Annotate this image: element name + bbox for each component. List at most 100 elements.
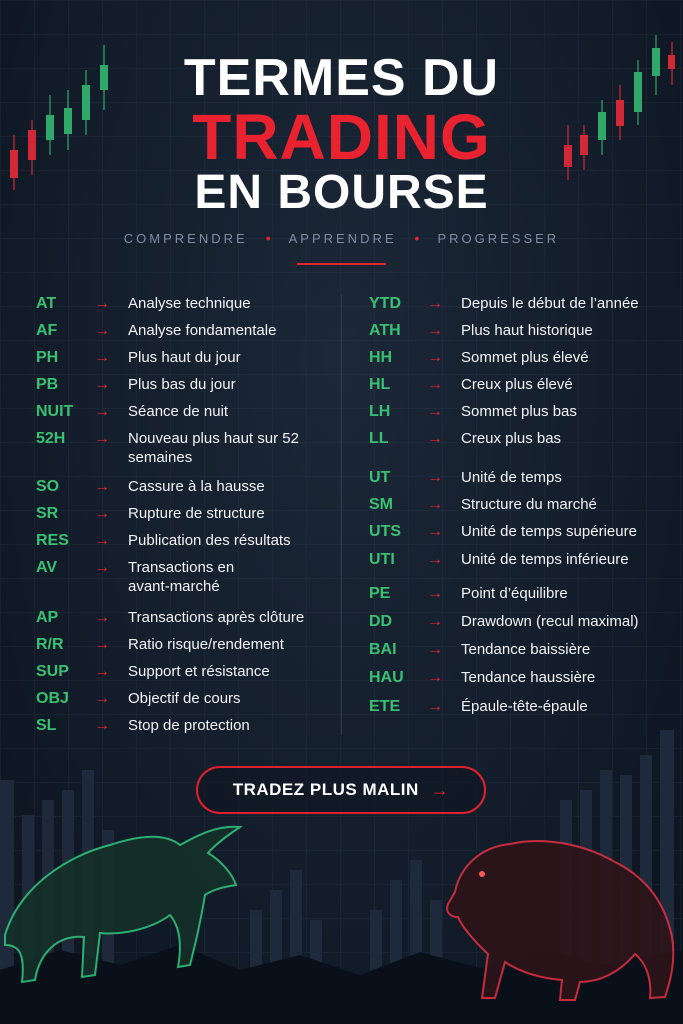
- arrow-right-icon: →: [94, 430, 110, 447]
- term-definition: Analyse technique: [128, 295, 251, 312]
- term-row: LL → Creux plus bas: [369, 429, 681, 448]
- term-abbr: BAI: [369, 641, 397, 658]
- term-definition: Transactions en avant-marché: [128, 559, 235, 595]
- term-abbr: PH: [36, 349, 59, 366]
- arrow-right-icon: →: [94, 717, 110, 734]
- term-row: UT → Unité de temps: [369, 468, 681, 487]
- arrow-right-icon: →: [427, 403, 443, 420]
- arrow-right-icon: →: [94, 478, 110, 495]
- tagline-item: PROGRESSER: [437, 230, 560, 246]
- arrow-right-icon: →: [94, 349, 110, 366]
- term-abbr: UTS: [369, 523, 401, 540]
- arrow-right-icon: →: [94, 690, 110, 707]
- term-row: HL → Creux plus élevé: [369, 375, 681, 394]
- term-abbr: SL: [36, 717, 57, 734]
- term-definition: Analyse fondamentale: [128, 322, 277, 339]
- term-definition: Séance de nuit: [128, 403, 229, 420]
- term-abbr: LH: [369, 403, 391, 420]
- arrow-right-icon: →: [427, 430, 443, 447]
- term-abbr: PE: [369, 585, 391, 602]
- term-definition: Structure du marché: [461, 496, 597, 513]
- term-abbr: UTI: [369, 551, 395, 568]
- term-definition: Unité de temps inférieure: [461, 551, 629, 568]
- term-row: LH → Sommet plus bas: [369, 402, 681, 421]
- term-definition: Objectif de cours: [128, 690, 241, 707]
- arrow-right-icon: →: [427, 585, 443, 602]
- term-row: BAI → Tendance baissière: [369, 640, 681, 659]
- term-row: UTI → Unité de temps inférieure: [369, 550, 681, 569]
- term-definition: Plus bas du jour: [128, 376, 236, 393]
- tagline-separator: •: [265, 230, 271, 246]
- term-abbr: PB: [36, 376, 59, 393]
- candlestick-chart-icon: [564, 35, 675, 180]
- arrow-right-icon: →: [427, 295, 443, 312]
- term-definition: Rupture de structure: [128, 505, 265, 522]
- term-row: SUP → Support et résistance: [36, 662, 338, 681]
- arrow-right-icon: →: [427, 641, 443, 658]
- term-row: DD → Drawdown (recul maximal): [369, 612, 681, 631]
- term-abbr: SUP: [36, 663, 69, 680]
- term-definition: Transactions après clôture: [128, 609, 305, 626]
- term-abbr: AF: [36, 322, 58, 339]
- term-definition: Stop de protection: [128, 717, 250, 734]
- term-abbr: AP: [36, 609, 59, 626]
- term-row: AF → Analyse fondamentale: [36, 321, 338, 340]
- tagline: COMPRENDRE • APPRENDRE • PROGRESSER: [0, 230, 683, 246]
- arrow-right-icon: →: [94, 532, 110, 549]
- term-definition: Creux plus bas: [461, 430, 562, 447]
- term-abbr: SM: [369, 496, 393, 513]
- bull-icon: [4, 825, 243, 984]
- tagline-item: APPRENDRE: [288, 230, 397, 246]
- term-abbr: AT: [36, 295, 57, 312]
- term-definition: Sommet plus bas: [461, 403, 577, 420]
- term-row: AT → Analyse technique: [36, 294, 338, 313]
- term-abbr: ETE: [369, 698, 401, 715]
- arrow-right-icon: →: [427, 669, 443, 686]
- title-line-2: TRADING: [192, 101, 491, 173]
- term-abbr: NUIT: [36, 403, 74, 420]
- arrow-right-icon: →: [427, 322, 443, 339]
- term-abbr: OBJ: [36, 690, 69, 707]
- cta-button[interactable]: TRADEZ PLUS MALIN →: [196, 766, 486, 814]
- term-definition: Ratio risque/rendement: [128, 636, 284, 653]
- term-abbr: 52H: [36, 430, 66, 447]
- title-line-1: TERMES DU: [183, 49, 500, 107]
- term-row: SL → Stop de protection: [36, 716, 338, 735]
- term-row: HH → Sommet plus élevé: [369, 348, 681, 367]
- term-definition: Unité de temps: [461, 469, 562, 486]
- term-definition: Support et résistance: [128, 663, 270, 680]
- arrow-right-icon: →: [94, 609, 110, 626]
- arrow-right-icon: →: [427, 469, 443, 486]
- term-row: 52H → Nouveau plus haut sur 52 semaines: [36, 429, 318, 467]
- term-definition: Depuis le début de l’année: [461, 295, 639, 312]
- term-abbr: LL: [369, 430, 389, 447]
- term-row: NUIT → Séance de nuit: [36, 402, 338, 421]
- term-row: ETE → Épaule-tête-épaule: [369, 697, 681, 716]
- term-abbr: R/R: [36, 636, 64, 653]
- arrow-right-icon: →: [427, 698, 443, 715]
- term-definition: Plus haut du jour: [128, 349, 241, 366]
- term-definition: Plus haut historique: [461, 322, 593, 339]
- term-row: ATH → Plus haut historique: [369, 321, 681, 340]
- term-row: SO → Cassure à la hausse: [36, 477, 338, 496]
- term-abbr: SR: [36, 505, 59, 522]
- term-row: SR → Rupture de structure: [36, 504, 338, 523]
- tagline-item: COMPRENDRE: [123, 230, 248, 246]
- term-definition: Drawdown (recul maximal): [461, 613, 639, 630]
- term-row: AP → Transactions après clôture: [36, 608, 338, 627]
- term-row: PB → Plus bas du jour: [36, 375, 338, 394]
- arrow-right-icon: →: [427, 523, 443, 540]
- term-definition: Publication des résultats: [128, 532, 291, 549]
- term-row: OBJ → Objectif de cours: [36, 689, 338, 708]
- arrow-right-icon: →: [94, 559, 110, 576]
- term-row: YTD → Depuis le début de l’année: [369, 294, 681, 313]
- term-abbr: HL: [369, 376, 391, 393]
- term-abbr: HH: [369, 349, 393, 366]
- term-row: PE → Point d’équilibre: [369, 584, 681, 603]
- term-abbr: SO: [36, 478, 60, 495]
- term-definition: Cassure à la hausse: [128, 478, 265, 495]
- term-abbr: AV: [36, 559, 58, 576]
- term-row: R/R → Ratio risque/rendement: [36, 635, 338, 654]
- candlestick-chart-icon: [10, 45, 108, 190]
